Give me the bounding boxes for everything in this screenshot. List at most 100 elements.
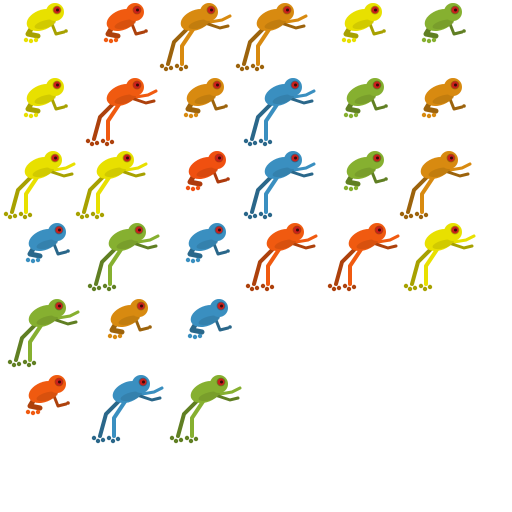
back-leg [190,398,206,438]
front-leg [50,22,66,36]
front-leg [130,22,146,36]
pupil [54,156,57,160]
back-leg [424,246,440,286]
frog [107,299,152,340]
toe [22,359,28,365]
toe [193,436,199,442]
front-leg [290,97,314,105]
front-leg [370,170,386,184]
back-leg [334,244,360,286]
frog [91,375,164,444]
back-leg [24,174,40,214]
toe [462,29,466,33]
belly-shade [196,239,218,250]
frog [245,223,318,292]
toe [25,409,31,415]
toe [31,360,37,366]
front-leg [284,14,308,24]
back-leg [112,398,128,438]
frog [421,3,466,44]
back-leg [252,244,278,286]
front-leg [208,14,232,24]
toe [185,185,191,191]
toe [109,139,115,145]
toe [35,409,41,415]
front-leg [50,97,66,111]
front-leg [54,318,78,326]
back-leg [410,244,436,286]
toe [331,286,337,292]
toe [267,139,273,145]
toe [195,185,201,191]
toe [197,333,203,339]
toe [399,211,405,217]
front-leg [210,97,226,111]
toe [252,140,258,146]
pupil [138,228,141,232]
pupil [294,156,297,160]
front-leg [214,318,230,332]
toe [235,63,241,69]
frog [23,3,68,44]
toe [117,333,123,339]
belly-shade [432,239,454,250]
toe [99,212,105,218]
frog [343,78,388,119]
toe [353,185,359,191]
front-leg [446,170,470,178]
toe [22,214,28,220]
toe [7,359,13,365]
back-leg [176,396,202,438]
belly-shade [32,167,54,178]
frog [103,3,148,44]
front-leg [52,242,68,256]
toe [351,284,357,290]
toe [26,362,32,368]
toe [269,284,275,290]
belly-shade [114,19,136,30]
toe [102,283,108,289]
frog [75,151,148,220]
toe [262,214,268,220]
belly-shade [104,167,126,178]
toe [426,113,432,119]
toe [422,286,428,292]
toe [192,334,198,340]
toe [243,211,249,217]
toe [346,286,352,292]
belly-shade [264,19,286,30]
toe [148,325,152,329]
front-leg [52,162,76,172]
toe [190,258,196,264]
back-leg [106,101,122,141]
toe [169,435,175,441]
toe [28,38,34,44]
toe [66,249,70,253]
toe [247,214,253,220]
toe [348,186,354,192]
toe [144,29,148,33]
belly-shade [272,94,294,105]
toe [244,65,250,71]
pupil [58,380,61,384]
pupil [210,8,213,12]
belly-shade [188,19,210,30]
front-leg [138,394,162,402]
toe [431,37,437,43]
toe [351,37,357,43]
front-leg [212,242,228,256]
toe [418,214,424,220]
belly-shade [116,239,138,250]
toe [33,112,39,118]
frog [185,223,230,264]
toe [79,214,85,220]
toe [104,141,110,147]
back-leg [92,99,118,141]
toe [28,113,34,119]
pupil [374,8,377,12]
toe [90,211,96,217]
toe [66,401,70,405]
toe [185,257,191,263]
toe [100,138,106,144]
